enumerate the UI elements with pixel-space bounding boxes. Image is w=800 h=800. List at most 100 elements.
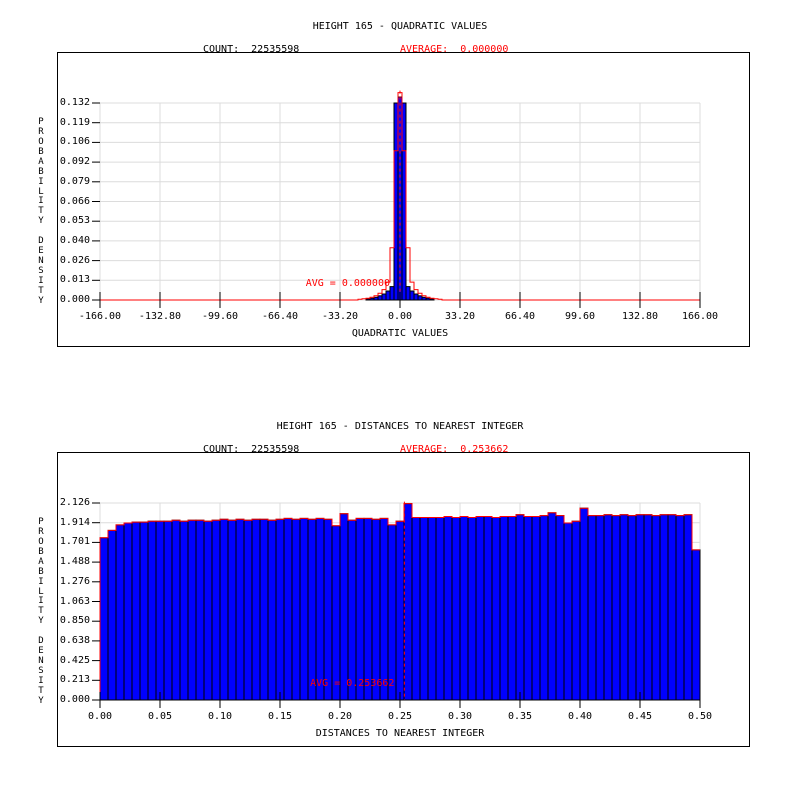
x-tick-label: 0.35 (507, 711, 533, 722)
y-tick-label: 0.026 (59, 254, 90, 266)
histogram-bar (251, 518, 261, 701)
x-tick-label: -66.40 (261, 311, 299, 322)
histogram-bar (635, 514, 645, 701)
histogram-bar (651, 515, 661, 701)
y-tick-label: 2.126 (59, 497, 90, 508)
histogram-bar (347, 519, 357, 701)
histogram-bar (627, 515, 637, 701)
y-axis-label-letter: S (38, 665, 44, 676)
y-axis-label-letter: R (38, 526, 44, 537)
histogram-bar (539, 515, 549, 701)
histogram-bar (299, 517, 309, 701)
histogram-bar (523, 516, 533, 701)
y-axis-label-letter: I (38, 176, 44, 187)
y-axis-label-letter: T (38, 206, 44, 217)
y-axis-label-letter: T (38, 606, 44, 617)
histogram-bar (595, 515, 605, 701)
x-tick-label: 0.25 (387, 711, 413, 722)
histogram-bar (401, 102, 407, 301)
average-label: AVERAGE: 0.000000 (400, 44, 509, 55)
x-tick-label: 0.50 (687, 711, 713, 722)
x-tick-label: 0.30 (447, 711, 473, 722)
y-tick-label: 0.425 (59, 654, 90, 666)
histogram-bar (211, 519, 221, 701)
y-tick-label: 0.213 (59, 674, 90, 686)
histogram-bar (507, 516, 517, 701)
histogram-bar (683, 514, 693, 701)
histogram-bar (243, 519, 253, 701)
histogram-bar (99, 537, 109, 701)
histogram-bar (377, 295, 383, 301)
histogram-bar (403, 503, 413, 701)
y-axis-label-letter: S (38, 265, 44, 276)
y-tick-label: 1.914 (59, 516, 90, 528)
y-tick-label: 0.638 (59, 634, 90, 646)
x-tick-label: 33.20 (444, 311, 476, 322)
histogram-bar (579, 507, 589, 701)
x-tick-label: 99.60 (564, 311, 596, 322)
histogram-bar (467, 517, 477, 701)
histogram-bar (385, 290, 391, 301)
y-axis-label-letter: L (38, 586, 44, 597)
y-axis-label-letter: R (38, 126, 44, 137)
average-annotation: AVG = 0.253662 (310, 678, 395, 689)
histogram-bar (571, 520, 581, 701)
y-axis-label-letter: I (38, 275, 44, 286)
histogram-bar (219, 518, 229, 701)
histogram-bar (491, 517, 501, 701)
histogram-bar (425, 297, 431, 301)
histogram-bars (99, 503, 701, 701)
y-axis-label-letter: N (38, 256, 44, 266)
histogram-bar (195, 519, 205, 701)
y-tick-label: 0.000 (59, 694, 90, 705)
y-axis-label-letter: T (38, 285, 44, 296)
y-axis-label-letter: L (38, 186, 44, 197)
y-tick-label: 0.000 (59, 294, 90, 305)
histogram-bar (499, 516, 509, 701)
y-tick-label: 1.701 (59, 536, 90, 548)
tick-marks (92, 502, 701, 708)
histogram-bar (405, 286, 411, 301)
y-tick-label: 0.132 (59, 97, 90, 108)
histogram-bar (275, 518, 285, 701)
x-tick-label: -33.20 (321, 311, 359, 322)
y-tick-label: 0.053 (59, 215, 90, 227)
y-axis-label-letter: O (38, 536, 44, 547)
y-axis-label-letter: D (38, 636, 44, 647)
histogram-bar (435, 517, 445, 701)
histogram-bar (429, 298, 435, 301)
nearest-integer-distance-histogram: HEIGHT 165 - DISTANCES TO NEAREST INTEGE… (0, 400, 800, 800)
histogram-bar (421, 296, 427, 301)
x-tick-label: 166.00 (681, 311, 719, 322)
histogram-bar (203, 520, 213, 701)
y-tick-label: 0.066 (59, 195, 90, 207)
histogram-bar (393, 102, 399, 301)
chart-title: HEIGHT 165 - QUADRATIC VALUES (312, 21, 488, 32)
histogram-bar (619, 514, 629, 701)
histogram-bar (409, 290, 415, 301)
plot-canvas (92, 501, 701, 708)
histogram-bar (531, 516, 541, 701)
histogram-bar (555, 515, 565, 701)
x-tick-label: 132.80 (621, 311, 659, 322)
histogram-bar (323, 518, 333, 701)
histogram-bar (419, 517, 429, 701)
y-axis-label-letter: T (38, 685, 44, 696)
average-annotation: AVG = 0.000000 (305, 278, 390, 289)
y-axis-label-letter: A (38, 556, 44, 567)
histogram-bar (389, 286, 395, 301)
y-axis-label-letter: N (38, 656, 44, 666)
y-axis-label-letter: Y (38, 616, 44, 627)
x-tick-label: -166.00 (78, 311, 122, 322)
histogram-bar (107, 529, 117, 701)
y-axis-label-letter: I (38, 596, 44, 607)
histogram-bar (643, 514, 653, 701)
histogram-bar (563, 522, 573, 701)
y-tick-label: 1.276 (59, 575, 90, 587)
y-axis-label-letter: O (38, 136, 44, 147)
histogram-bar (611, 515, 621, 701)
x-tick-label: 0.00 (387, 311, 413, 322)
x-tick-label: 66.40 (504, 311, 536, 322)
histogram-bar (315, 517, 325, 701)
